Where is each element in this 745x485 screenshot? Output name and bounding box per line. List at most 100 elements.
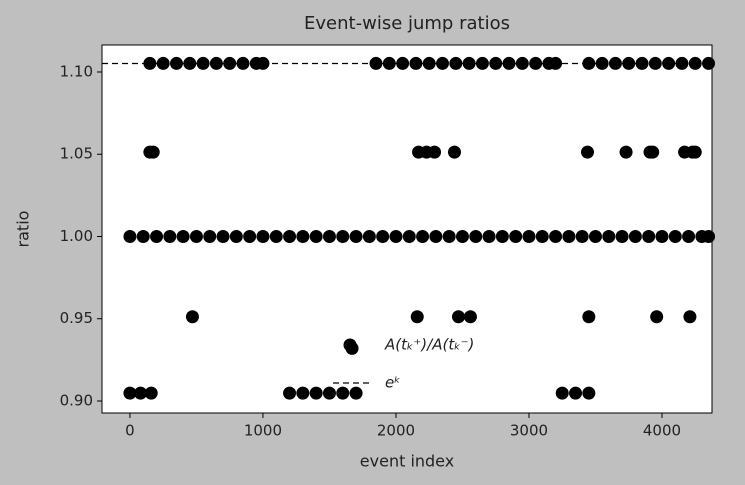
point — [176, 229, 190, 243]
point — [469, 229, 483, 243]
point — [296, 229, 310, 243]
point — [309, 229, 323, 243]
point — [410, 310, 424, 324]
point — [688, 145, 702, 159]
point — [322, 229, 336, 243]
point — [549, 229, 563, 243]
point — [185, 310, 199, 324]
point — [422, 56, 436, 70]
point — [183, 56, 197, 70]
point — [336, 229, 350, 243]
point — [144, 386, 158, 400]
x-tick-label: 0 — [125, 422, 135, 440]
point — [535, 229, 549, 243]
plot-frame — [101, 44, 713, 414]
point — [482, 229, 496, 243]
point — [502, 56, 516, 70]
point — [655, 229, 669, 243]
point — [429, 229, 443, 243]
point — [582, 310, 596, 324]
point — [562, 229, 576, 243]
point — [683, 310, 697, 324]
point — [223, 56, 237, 70]
legend-label: A(tₖ⁺)/A(tₖ⁻) — [384, 336, 474, 354]
y-axis-label: ratio — [14, 211, 33, 248]
point — [134, 386, 148, 400]
point — [575, 229, 589, 243]
point — [580, 145, 594, 159]
point — [296, 386, 310, 400]
point — [602, 229, 616, 243]
y-tick-label: 1.00 — [60, 227, 93, 245]
point — [402, 229, 416, 243]
point — [509, 229, 523, 243]
legend-marker — [343, 338, 357, 352]
point — [646, 145, 660, 159]
point — [146, 145, 160, 159]
point — [283, 386, 297, 400]
point — [662, 56, 676, 70]
point — [455, 229, 469, 243]
plot-area — [102, 45, 712, 413]
point — [622, 56, 636, 70]
point — [555, 386, 569, 400]
point — [389, 229, 403, 243]
point — [123, 386, 137, 400]
point — [189, 229, 203, 243]
point — [451, 310, 465, 324]
point — [163, 229, 177, 243]
y-tick-label: 0.95 — [60, 309, 93, 327]
point — [619, 145, 633, 159]
chart-title: Event-wise jump ratios — [304, 13, 510, 34]
point — [682, 229, 696, 243]
point — [650, 310, 664, 324]
point — [362, 229, 376, 243]
point — [322, 386, 336, 400]
point — [382, 56, 396, 70]
point — [522, 229, 536, 243]
point — [229, 229, 243, 243]
point — [150, 229, 164, 243]
point — [428, 145, 442, 159]
point — [582, 56, 596, 70]
point — [349, 386, 363, 400]
point — [216, 229, 230, 243]
point — [283, 229, 297, 243]
point — [569, 386, 583, 400]
point — [495, 229, 509, 243]
point — [668, 229, 682, 243]
x-tick-label: 1000 — [244, 422, 282, 440]
point — [136, 229, 150, 243]
point — [442, 229, 456, 243]
point — [143, 56, 157, 70]
point — [349, 229, 363, 243]
x-tick-label: 3000 — [510, 422, 548, 440]
point — [123, 229, 137, 243]
point — [675, 56, 689, 70]
point — [642, 229, 656, 243]
y-tick-label: 1.05 — [60, 145, 93, 163]
y-tick-label: 1.10 — [60, 62, 93, 80]
point — [588, 229, 602, 243]
legend-label: eᵏ — [385, 374, 401, 392]
x-tick-label: 2000 — [377, 422, 415, 440]
point — [336, 386, 350, 400]
point — [269, 229, 283, 243]
point — [447, 145, 461, 159]
point — [615, 229, 629, 243]
point — [628, 229, 642, 243]
x-tick-label: 4000 — [643, 422, 681, 440]
point — [243, 229, 257, 243]
point — [582, 386, 596, 400]
point — [463, 310, 477, 324]
point — [462, 56, 476, 70]
point — [309, 386, 323, 400]
y-tick-label: 0.90 — [60, 391, 93, 409]
x-axis-label: event index — [360, 452, 454, 471]
point — [256, 229, 270, 243]
point — [702, 229, 716, 243]
point — [203, 229, 217, 243]
point — [416, 229, 430, 243]
point — [376, 229, 390, 243]
